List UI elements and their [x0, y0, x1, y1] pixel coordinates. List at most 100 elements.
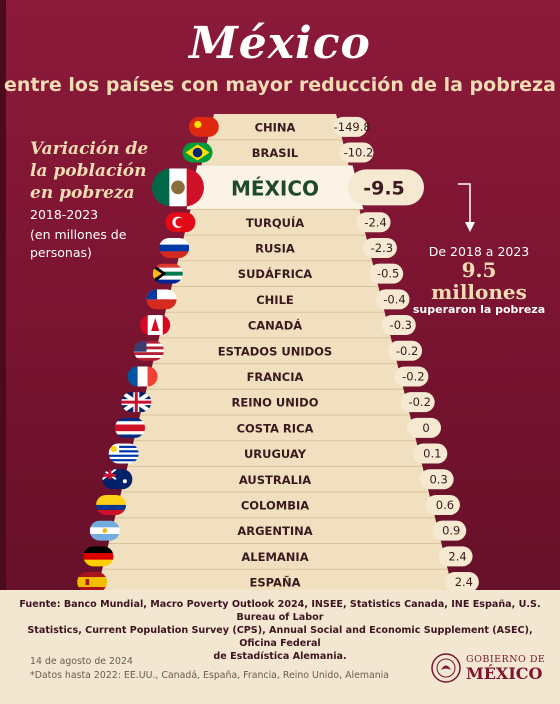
value-label: -0.4: [383, 292, 405, 306]
category-label: REINO UNIDO: [232, 396, 319, 410]
value-label: 0.1: [423, 447, 441, 461]
callout-period: De 2018 a 2023: [428, 244, 530, 259]
category-label: RUSIA: [255, 241, 295, 255]
callout-unit: millones: [431, 280, 527, 304]
value-label: 0.6: [436, 498, 454, 512]
uk-flag-icon: [121, 392, 152, 413]
value-pill: [388, 340, 423, 361]
category-label: BRASIL: [252, 146, 299, 160]
value-label: 0.9: [442, 524, 460, 538]
variable-title-line: Variación de: [30, 139, 149, 159]
category-label: CHINA: [255, 120, 296, 134]
callout-arrow: [458, 183, 475, 232]
sources-line: Statistics, Current Population Survey (C…: [27, 625, 533, 649]
value-label: 0: [422, 421, 429, 435]
government-seal-icon: [431, 653, 461, 683]
france-flag-icon: [127, 366, 158, 387]
value-pill: [333, 116, 368, 137]
value-label: -0.2: [408, 395, 430, 409]
government-logo-text: GOBIERNO DE MÉXICO: [466, 654, 545, 683]
chart-legend-panel: Variación de la población en pobreza 201…: [30, 138, 180, 262]
value-pill: [444, 572, 479, 590]
pyramid-chart: CHINA BRASIL MÉXICO TURQUÍA RUSIA SUDÁFRICA CH…: [77, 114, 479, 590]
costa-rica-flag-icon: [114, 417, 145, 438]
category-label: ESTADOS UNIDOS: [218, 344, 332, 358]
footer: Fuente: Banco Mundial, Macro Poverty Out…: [0, 590, 560, 704]
page-title: México: [189, 18, 371, 69]
argentina-flag-icon: [89, 520, 120, 541]
colombia-flag-icon: [96, 494, 127, 515]
chile-flag-icon: [146, 289, 177, 310]
value-pill: [425, 494, 460, 515]
south-africa-flag-icon: [152, 263, 183, 284]
china-flag-icon: [188, 116, 219, 137]
category-label: ARGENTINA: [237, 524, 312, 538]
variable-title-line: la población: [30, 161, 147, 181]
value-label: -0.5: [377, 267, 399, 281]
value-label: -149.8: [334, 120, 371, 134]
value-pill: [381, 315, 416, 336]
spain-flag-icon: [77, 572, 108, 590]
value-pill: [438, 546, 473, 567]
category-label: CANADÁ: [248, 318, 302, 333]
unit-line: (en millones de: [30, 227, 127, 242]
category-label: AUSTRALIA: [239, 473, 311, 487]
value-label: 2.4: [455, 575, 473, 589]
russia-flag-icon: [159, 237, 190, 258]
canada-flag-icon: [140, 315, 171, 336]
value-pill: [362, 237, 397, 258]
value-pill: [413, 443, 448, 464]
value-pill: [375, 289, 410, 310]
value-label: -2.3: [371, 241, 393, 255]
category-label: ESPAÑA: [250, 575, 301, 590]
turkey-flag-icon: [165, 212, 196, 233]
value-pill: [400, 392, 435, 413]
value-pill: [369, 263, 404, 284]
value-label: -10.2: [344, 146, 374, 160]
australia-flag-icon: [102, 469, 133, 490]
category-label: COLOMBIA: [241, 498, 309, 512]
category-label: COSTA RICA: [237, 421, 314, 435]
left-edge-shade: [0, 0, 6, 704]
value-pill: [407, 417, 442, 438]
page-subtitle: entre los países con mayor reducción de …: [4, 74, 556, 96]
value-label: 0.3: [429, 472, 447, 486]
value-pill: [394, 366, 429, 387]
value-pill: [419, 469, 454, 490]
uruguay-flag-icon: [108, 443, 139, 464]
germany-flag-icon: [83, 546, 114, 567]
category-label: CHILE: [256, 293, 294, 307]
value-label: 2.4: [448, 549, 466, 563]
mexico-flag-icon: [151, 168, 204, 207]
category-label: FRANCIA: [247, 370, 304, 384]
value-pill: [356, 212, 391, 233]
category-label: URUGUAY: [244, 447, 307, 461]
sources-text: Fuente: Banco Mundial, Macro Poverty Out…: [18, 598, 542, 663]
callout-number: 9.5: [461, 258, 497, 282]
callout-caption: superaron la pobreza: [412, 303, 546, 316]
value-label: -9.5: [363, 177, 405, 199]
brazil-flag-icon: [182, 142, 213, 163]
value-label: -0.2: [396, 344, 418, 358]
value-pill: [432, 520, 467, 541]
usa-flag-icon: [133, 340, 164, 361]
value-pill: [348, 169, 425, 206]
value-label: -0.3: [390, 318, 412, 332]
unit-label: (en millones de personas): [30, 226, 180, 262]
sources-line: de Estadística Alemania.: [213, 651, 347, 662]
category-label: MÉXICO: [231, 176, 319, 200]
pyramid-body: [97, 114, 453, 590]
highlight-band: [186, 165, 364, 210]
value-label: -2.4: [364, 215, 386, 229]
publication-date: 14 de agosto de 2024: [30, 656, 133, 667]
callout-box: De 2018 a 2023 9.5 millones superaron la…: [404, 244, 554, 316]
period-label: 2018-2023: [30, 207, 99, 222]
category-label: TURQUÍA: [246, 215, 304, 230]
government-name: MÉXICO: [466, 664, 543, 683]
unit-line: personas): [30, 245, 92, 260]
value-label: -0.2: [402, 369, 424, 383]
government-line: GOBIERNO DE: [466, 654, 546, 665]
sources-line: Fuente: Banco Mundial, Macro Poverty Out…: [19, 599, 541, 623]
variable-title: Variación de la población en pobreza: [30, 138, 180, 204]
